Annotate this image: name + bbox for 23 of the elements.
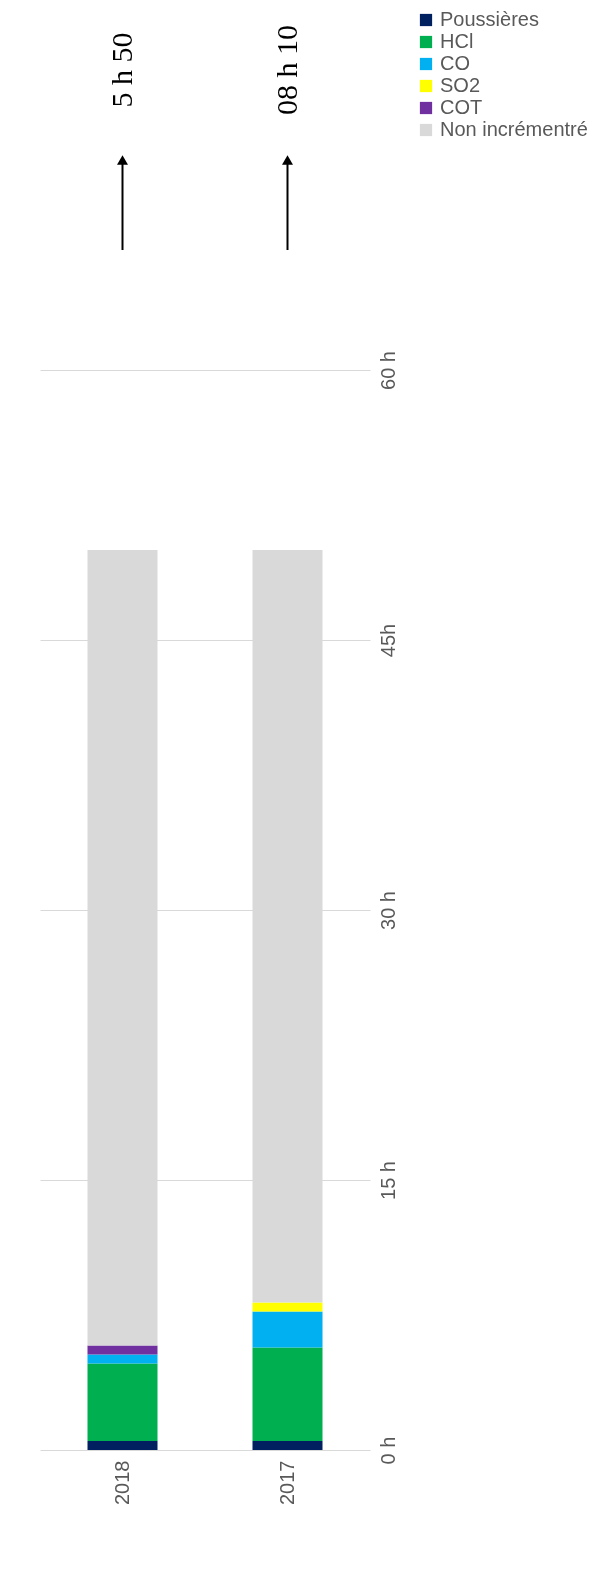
y-tick-label: 60 h xyxy=(376,351,399,390)
text: 08 h 10 xyxy=(269,25,303,115)
legend-label: Poussières xyxy=(440,8,539,30)
y-tick-label: 15 h xyxy=(376,1161,399,1200)
legend-label: CO xyxy=(440,52,470,74)
bar xyxy=(252,1302,323,1312)
legend-label: SO2 xyxy=(440,74,481,96)
y-tick-label: 0 h xyxy=(376,1436,399,1465)
bar xyxy=(252,1347,323,1441)
text: 5 h 50 xyxy=(104,32,138,108)
bar xyxy=(87,1441,158,1450)
legend-label: HCl xyxy=(440,30,474,52)
y-tick-label: 45h xyxy=(376,623,399,658)
bar xyxy=(252,1441,323,1450)
legend-label: COT xyxy=(440,96,483,118)
bar xyxy=(87,1345,158,1355)
bar xyxy=(87,1363,158,1441)
x-tick-label: 2017 xyxy=(275,1460,298,1505)
legend-label: Non incrémentré xyxy=(440,118,588,140)
bar xyxy=(252,1311,323,1348)
bar xyxy=(87,1354,158,1364)
y-tick-label: 30 h xyxy=(376,891,399,930)
x-tick-label: 2018 xyxy=(110,1460,133,1505)
